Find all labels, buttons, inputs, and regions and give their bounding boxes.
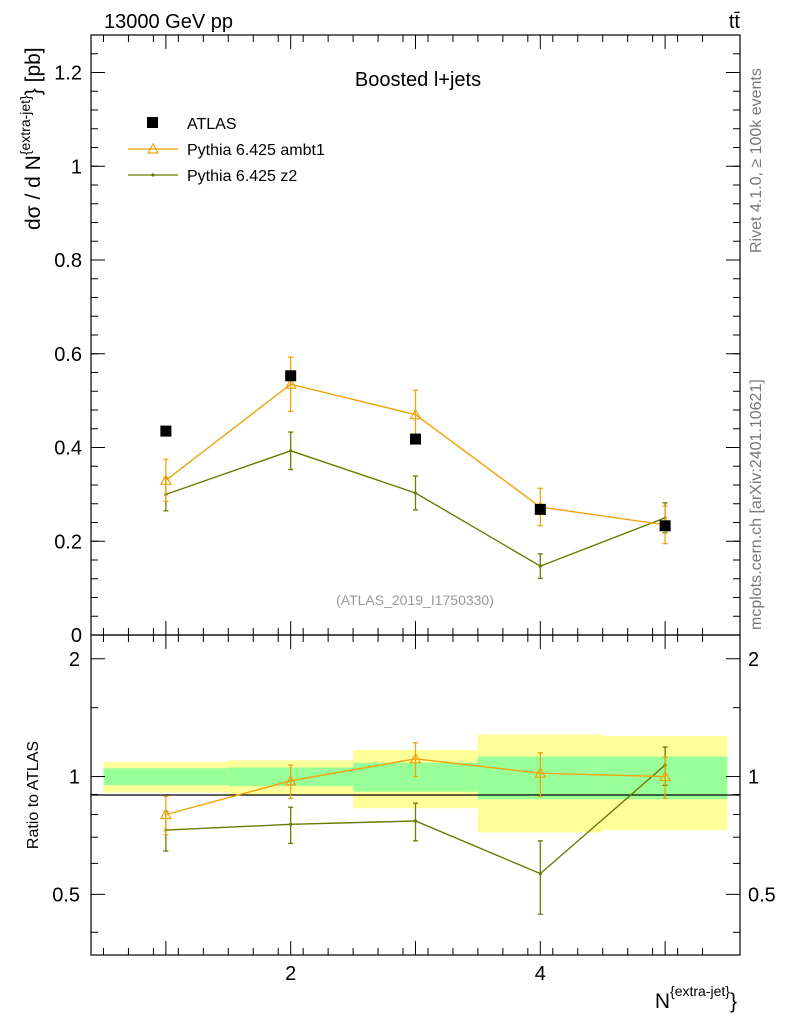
- legend-marker-ambt1: [146, 142, 160, 154]
- legend-label-ambt1: Pythia 6.425 ambt1: [187, 142, 325, 159]
- data-point: [284, 774, 297, 786]
- plot-title: Boosted l+jets: [355, 69, 481, 91]
- ratio-y-tick-label-right: 0.5: [748, 884, 776, 906]
- main-x-tick-marks: [102, 35, 704, 635]
- y-label-main: dσ / d N: [22, 155, 45, 230]
- analysis-watermark: (ATLAS_2019_I1750330): [336, 592, 494, 608]
- main-series-group: [159, 356, 672, 579]
- y-tick-label: 1: [71, 156, 82, 178]
- data-point: [534, 766, 547, 778]
- data-point: [284, 377, 297, 389]
- data-point: [659, 770, 672, 782]
- y-tick-label: 0.4: [54, 438, 82, 460]
- mcplots-source-label: mcplots.cern.ch [arXiv:2401.10621]: [748, 379, 765, 630]
- x-axis-label: N{extra-jet}}: [655, 983, 737, 1013]
- x-tick-label: 4: [535, 963, 546, 985]
- main-plot-panel: 0 0.2 0.4 0.6 0.8 1 1.2 Boosted l+jets (ATLAS_…: [17, 34, 741, 647]
- x-label-main: N: [655, 990, 670, 1013]
- data-point: [538, 564, 542, 568]
- y-tick-label: 0.6: [54, 344, 82, 366]
- y-tick-label: 0.2: [54, 531, 82, 553]
- data-point: [538, 872, 542, 876]
- data-point: [159, 808, 172, 820]
- data-point: [409, 408, 422, 420]
- legend-label-atlas: ATLAS: [187, 116, 237, 133]
- data-point: [159, 474, 172, 485]
- x-tick-label: 2: [285, 963, 296, 985]
- rivet-version-label: Rivet 4.1.0, ≥ 100k events: [748, 68, 765, 253]
- data-point: [413, 819, 418, 823]
- y-tick-label: 0: [71, 625, 82, 647]
- legend-marker-z2: [151, 173, 155, 177]
- data-point: [409, 752, 422, 764]
- x-label-tail: }: [730, 990, 737, 1013]
- data-point: [289, 822, 293, 826]
- data-point: [413, 491, 418, 495]
- data-point: [410, 433, 421, 445]
- ratio-y-tick-label: 0.5: [52, 884, 80, 906]
- header-energy-label: 13000 GeV pp: [104, 11, 233, 33]
- main-y-axis-label: dσ / d N{extra-jet}} [pb]: [17, 47, 45, 230]
- y-label-superscript: {extra-jet}: [17, 95, 33, 155]
- ratio-band-inner: [103, 768, 229, 786]
- legend-marker-atlas: [147, 117, 158, 128]
- legend: ATLAS Pythia 6.425 ambt1 Pythia 6.425 z2: [128, 116, 325, 185]
- ratio-y-axis-label: Ratio to ATLAS: [25, 741, 42, 849]
- main-y-axis: 0 0.2 0.4 0.6 0.8 1 1.2: [54, 53, 740, 647]
- data-point: [160, 425, 172, 437]
- header-process-label: tt̄: [729, 11, 741, 33]
- data-point: [659, 520, 671, 532]
- data-point: [534, 503, 546, 515]
- y-tick-label: 1.2: [54, 63, 82, 85]
- legend-label-z2: Pythia 6.425 z2: [187, 168, 297, 185]
- data-point: [285, 370, 297, 382]
- x-label-superscript: {extra-jet}: [670, 983, 730, 999]
- ratio-y-tick-label-right: 2: [748, 649, 759, 671]
- ratio-y-tick-label: 1: [69, 767, 80, 789]
- data-point: [289, 449, 293, 453]
- ratio-series-group: [159, 742, 672, 915]
- ratio-y-tick-label: 2: [69, 649, 80, 671]
- ratio-y-tick-label-right: 1: [748, 767, 759, 789]
- y-label-tail: } [pb]: [22, 47, 45, 95]
- ratio-y-axis: 0.5 0.5 1 1 2 2: [52, 649, 776, 933]
- y-tick-label: 0.8: [54, 250, 82, 272]
